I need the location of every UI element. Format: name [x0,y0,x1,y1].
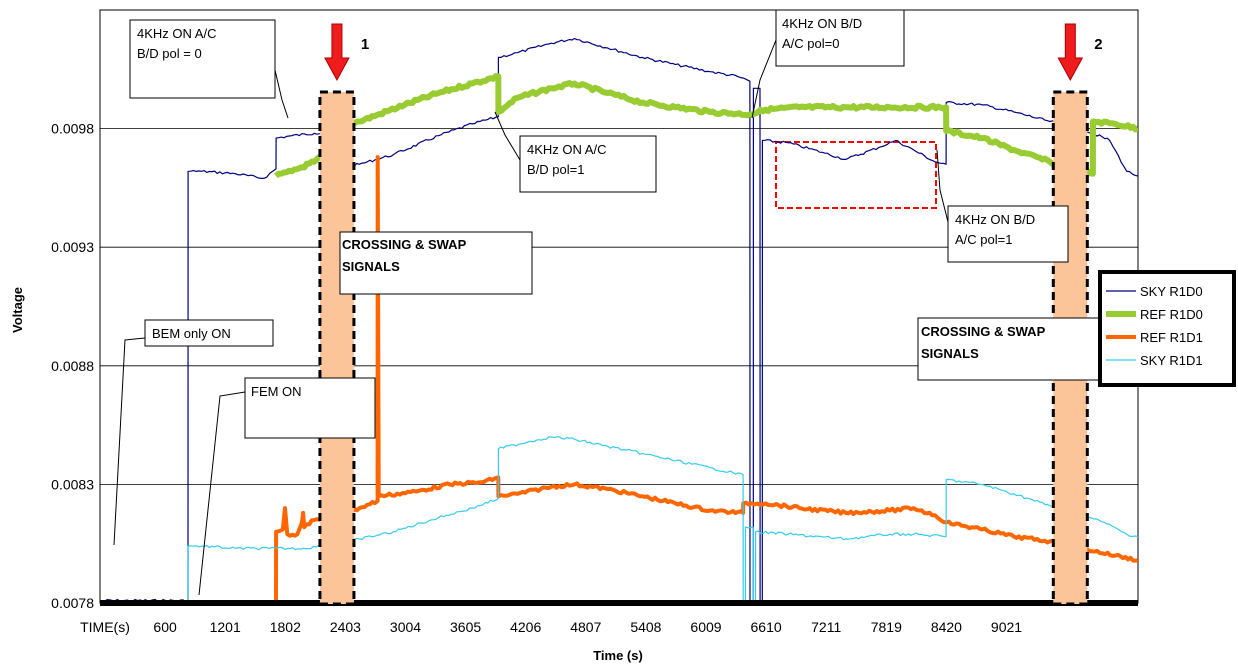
x-tick-label: 6009 [690,619,721,635]
highlight-dashed-box [775,141,937,209]
ann3-line1: 4KHz ON A/C [527,142,606,157]
y-tick-label: 0.0078 [51,595,94,611]
x-axis-bar [100,600,1138,606]
x-tick-label: 7819 [871,619,902,635]
ann1-line1: 4KHz ON A/C [137,26,216,41]
ann3-box [519,135,657,193]
ann7-box [339,231,533,295]
x-tick-label: 4807 [570,619,601,635]
ann2-leader [751,39,777,119]
series-line-ref-r1d1 [274,155,1138,601]
ann1-line2: B/D pol = 0 [137,46,202,61]
x-tick-label: 4206 [510,619,541,635]
series-line-sky-r1d0 [100,37,1138,603]
y-tick-label: 0.0093 [51,239,94,255]
x-tick-label: 1201 [210,619,241,635]
x-tick-label: 600 [153,619,177,635]
legend-label: REF R1D1 [1140,330,1203,345]
ann8-line2: SIGNALS [921,346,979,361]
x-tick-label: 8420 [931,619,962,635]
ann1-box [129,19,276,99]
ann8-line1: CROSSING & SWAP [921,324,1046,339]
ann7-line1: CROSSING & SWAP [342,237,467,252]
annotations: 4KHz ON A/C B/D pol = 0 4KHz ON B/D A/C … [113,9,1100,596]
y-axis-title: Voltage [10,287,25,333]
ann3-line2: B/D pol=1 [527,162,584,177]
ann5-box [144,319,274,347]
y-tick-labels: 0.0078 0.0083 0.0088 0.0093 0.0098 [51,121,94,611]
ann2-box [775,9,905,67]
series-lines [100,37,1138,603]
marker-band-1 [318,90,356,606]
ann6-leader [198,391,246,596]
legend: SKY R1D0 REF R1D0 REF R1D1 SKY R1D1 [1098,270,1236,387]
legend-label: SKY R1D0 [1140,284,1203,299]
ann4-leader [936,149,949,223]
x-tick-label: 1802 [270,619,301,635]
ann8-box [917,317,1100,381]
x-tick-label: 6610 [751,619,782,635]
ann4-line2: A/C pol=1 [955,232,1012,247]
series-line-ref-r1d0 [274,73,1138,179]
y-tick-label: 0.0088 [51,358,94,374]
ann7-line2: SIGNALS [342,259,400,274]
marker-arrow-icon [1057,23,1084,82]
ann2-line2: A/C pol=0 [782,36,839,51]
x-tick-label: 9021 [991,619,1022,635]
legend-label: SKY R1D1 [1140,353,1203,368]
x-tick-label: 7211 [811,619,841,635]
x-tick-label: 3605 [450,619,481,635]
ann4-line1: 4KHz ON B/D [955,212,1035,227]
ann2-line1: 4KHz ON B/D [782,16,862,31]
gridlines [99,9,1139,604]
x-tick-label: 3004 [390,619,421,635]
ann3-leader [494,111,521,161]
ann5-line1: BEM only ON [152,326,231,341]
marker-arrow-icon [324,23,350,82]
legend-label: REF R1D0 [1140,307,1203,322]
x-tick-label: 2403 [330,619,361,635]
x-tick-label: TIME(s) [80,619,130,635]
y-tick-label: 0.0083 [51,476,94,492]
ann5-leader [113,337,146,546]
x-axis-title: Time (s) [593,648,643,663]
ann6-line1: FEM ON [251,384,302,399]
plot-frame [99,9,1139,604]
marker-label-2: 2 [1094,36,1102,53]
x-tick-labels: TIME(s) 600 1201 1802 2403 3004 3605 4206 4807 54… [80,619,1022,635]
ann4-box [947,205,1069,263]
ann6-box [244,377,376,439]
ann1-leader [274,69,289,119]
y-tick-label: 0.0098 [51,121,94,137]
x-tick-label: 5408 [630,619,661,635]
marker-label-1: 1 [361,36,369,53]
